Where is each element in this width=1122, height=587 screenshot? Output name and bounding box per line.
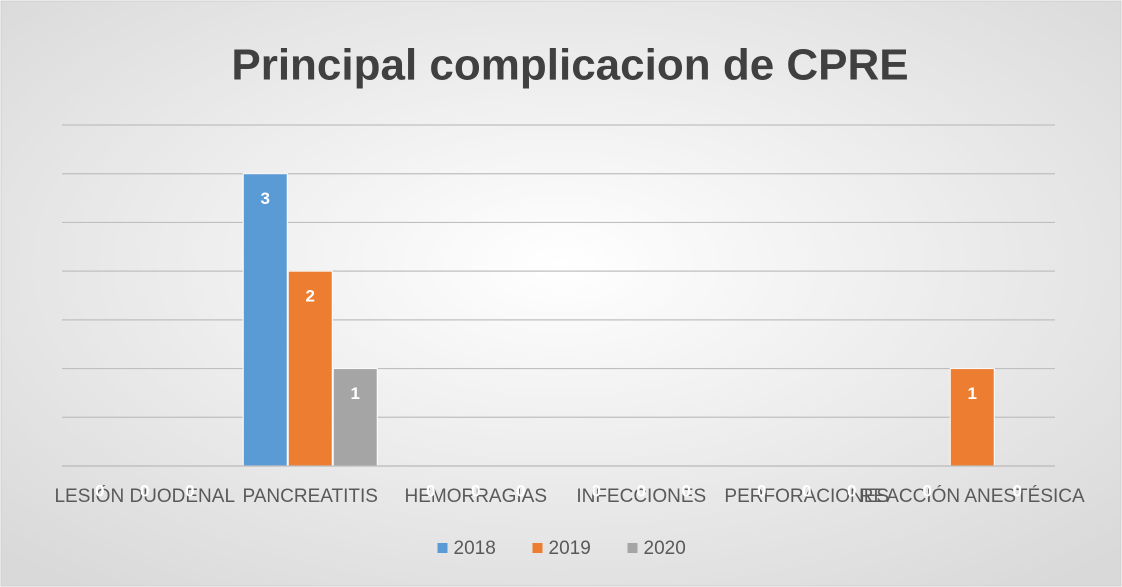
legend-swatch [437, 543, 448, 553]
data-label: 0 [802, 481, 811, 500]
legend-label: 2019 [549, 538, 591, 559]
data-label: 2 [306, 287, 315, 306]
data-label: 0 [426, 481, 435, 500]
data-label: 0 [140, 481, 149, 500]
legend-swatch [532, 543, 543, 553]
data-label: 0 [637, 481, 646, 500]
x-tick-label: REACCIÓN ANESTÉSICA [860, 485, 1085, 507]
data-label: 0 [185, 481, 194, 500]
data-label: 0 [1013, 481, 1022, 500]
data-label: 0 [95, 481, 104, 500]
data-label: 0 [923, 481, 932, 500]
legend-label: 2018 [454, 538, 496, 559]
data-label: 0 [592, 481, 601, 500]
chart-title: Principal complicacion de CPRE [231, 41, 908, 90]
legend-swatch [627, 543, 638, 553]
data-label: 3 [261, 189, 270, 208]
x-tick-label: PANCREATITIS [243, 486, 378, 507]
x-tick-label: LESIÓN DUODENAL [54, 485, 235, 507]
data-label: 0 [516, 481, 525, 500]
data-label: 0 [847, 481, 856, 500]
data-label: 1 [351, 384, 360, 403]
x-tick-label: PERFORACIONES [724, 486, 889, 507]
bar [332, 368, 378, 467]
bar [949, 368, 995, 467]
data-label: 0 [471, 481, 480, 500]
bar [242, 173, 288, 467]
legend-label: 2020 [644, 538, 686, 559]
bar [287, 270, 333, 467]
x-tick-label: INFECCIONES [576, 486, 706, 507]
x-tick-label: HEMORRAGIAS [404, 486, 547, 507]
data-label: 0 [682, 481, 691, 500]
data-label: 0 [757, 481, 766, 500]
data-label: 1 [968, 384, 977, 403]
